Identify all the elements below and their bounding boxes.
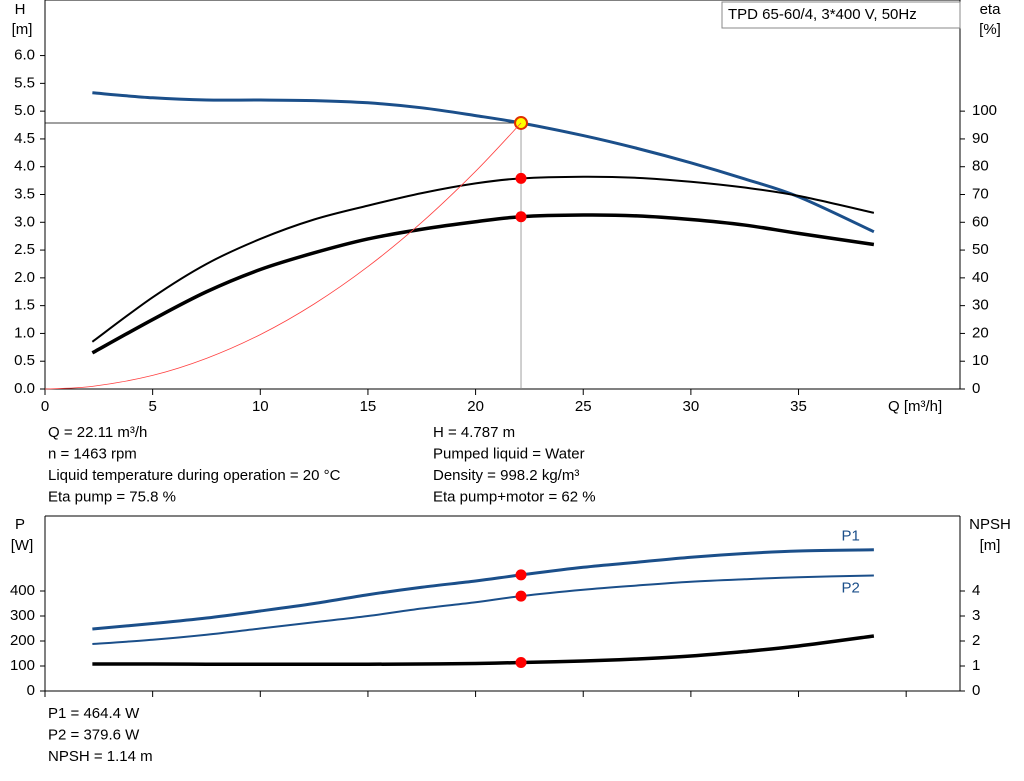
y-tick-label: 0.5 bbox=[14, 352, 35, 369]
y-axis-label: P bbox=[15, 516, 25, 533]
info-text: Liquid temperature during operation = 20… bbox=[48, 467, 341, 484]
curve bbox=[92, 634, 875, 667]
y2-tick-label: 50 bbox=[972, 241, 989, 258]
info-text: Density = 998.2 kg/m³ bbox=[433, 467, 579, 484]
operating-point bbox=[515, 569, 527, 581]
y-tick-label: 5.5 bbox=[14, 74, 35, 91]
x-tick-label: 35 bbox=[790, 398, 807, 415]
info-text: Eta pump+motor = 62 % bbox=[433, 488, 596, 505]
y2-tick-label: 0 bbox=[972, 682, 980, 699]
y-tick-label: 4.0 bbox=[14, 158, 35, 175]
title-box bbox=[721, 1, 961, 29]
y2-tick-label: 90 bbox=[972, 130, 989, 147]
y2-tick-label: 40 bbox=[972, 269, 989, 286]
info-text: P2 = 379.6 W bbox=[48, 726, 140, 743]
curve bbox=[91, 175, 875, 343]
y-tick-label: 6.0 bbox=[14, 47, 35, 64]
y-tick-label: 100 bbox=[10, 657, 35, 674]
title: TPD 65-60/4, 3*400 V, 50Hz bbox=[728, 6, 917, 23]
operating-point bbox=[515, 172, 527, 184]
curve-label: P1 bbox=[842, 528, 860, 545]
x-tick-label: 15 bbox=[360, 398, 377, 415]
y-tick-label: 400 bbox=[10, 582, 35, 599]
y2-tick-label: 100 bbox=[972, 102, 997, 119]
operating-point bbox=[515, 211, 527, 223]
y2-tick-label: 60 bbox=[972, 213, 989, 230]
x-tick-label: 30 bbox=[683, 398, 700, 415]
y-tick-label: 200 bbox=[10, 632, 35, 649]
y2-tick-label: 30 bbox=[972, 297, 989, 314]
curve-label: P2 bbox=[842, 579, 860, 596]
y-axis-unit: [W] bbox=[11, 537, 34, 554]
y2-tick-label: 10 bbox=[972, 352, 989, 369]
y2-tick-label: 4 bbox=[972, 582, 980, 599]
x-tick-label: 25 bbox=[575, 398, 592, 415]
curve bbox=[91, 213, 875, 355]
y2-axis-label: NPSH bbox=[969, 516, 1011, 533]
y-tick-label: 3.0 bbox=[14, 213, 35, 230]
x-axis-label: Q [m³/h] bbox=[888, 398, 942, 415]
info-text: Pumped liquid = Water bbox=[433, 445, 585, 462]
curve bbox=[44, 122, 522, 390]
info-text: P1 = 464.4 W bbox=[48, 705, 140, 722]
curve bbox=[92, 91, 875, 234]
info-text: n = 1463 rpm bbox=[48, 445, 137, 462]
x-tick-label: 5 bbox=[148, 398, 156, 415]
y-tick-label: 0 bbox=[27, 682, 35, 699]
y-tick-label: 3.5 bbox=[14, 185, 35, 202]
info-text: H = 4.787 m bbox=[433, 424, 515, 441]
y-axis-label: H bbox=[15, 1, 26, 18]
y-tick-label: 5.0 bbox=[14, 102, 35, 119]
y2-tick-label: 20 bbox=[972, 324, 989, 341]
y2-axis-unit: [m] bbox=[980, 537, 1001, 554]
x-tick-label: 0 bbox=[41, 398, 49, 415]
operating-point bbox=[515, 657, 527, 668]
y-axis-unit: [m] bbox=[12, 21, 33, 38]
curve bbox=[92, 574, 874, 645]
info-text: Eta pump = 75.8 % bbox=[48, 488, 176, 505]
y2-tick-label: 2 bbox=[972, 632, 980, 649]
y-tick-label: 1.0 bbox=[14, 324, 35, 341]
y2-tick-label: 0 bbox=[972, 380, 980, 397]
y2-tick-label: 70 bbox=[972, 185, 989, 202]
y-tick-label: 300 bbox=[10, 607, 35, 624]
curve bbox=[92, 548, 874, 631]
info-text: NPSH = 1.14 m bbox=[48, 748, 153, 765]
y2-tick-label: 80 bbox=[972, 158, 989, 175]
y-tick-label: 2.0 bbox=[14, 269, 35, 286]
x-tick-label: 20 bbox=[467, 398, 484, 415]
x-tick-label: 10 bbox=[252, 398, 269, 415]
y2-axis-unit: [%] bbox=[979, 21, 1001, 38]
y-tick-label: 4.5 bbox=[14, 130, 35, 147]
y2-tick-label: 3 bbox=[972, 607, 980, 624]
y2-axis-label: eta bbox=[980, 1, 1002, 18]
y2-tick-label: 1 bbox=[972, 657, 980, 674]
info-text: Q = 22.11 m³/h bbox=[48, 424, 147, 441]
y-tick-label: 2.5 bbox=[14, 241, 35, 258]
operating-point bbox=[515, 590, 527, 602]
y-tick-label: 0.0 bbox=[14, 380, 35, 397]
y-tick-label: 1.5 bbox=[14, 297, 35, 314]
